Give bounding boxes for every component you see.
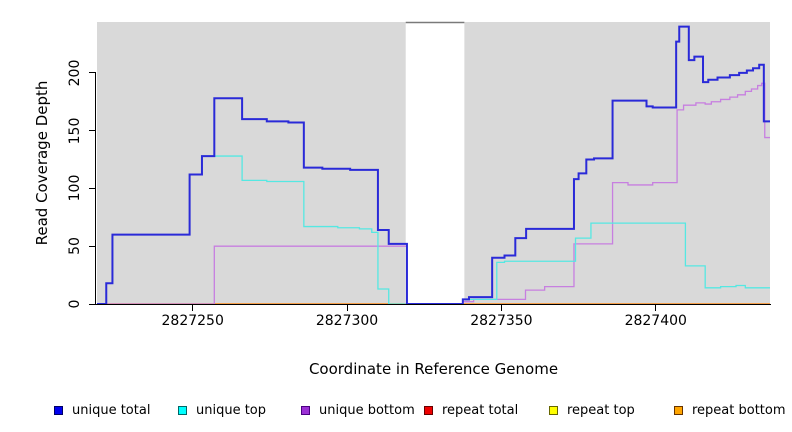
x-tick (655, 305, 657, 311)
x-axis (96, 304, 771, 305)
x-tick (500, 305, 502, 311)
x-axis-title: Coordinate in Reference Genome (308, 360, 559, 378)
y-tick (89, 187, 96, 189)
x-tick (346, 305, 348, 311)
legend-swatch-unique-total-icon (54, 405, 63, 415)
legend-item-unique-bottom: unique bottom (301, 396, 415, 424)
legend-swatch-repeat-total-icon (424, 405, 433, 415)
y-tick-label: 200 (67, 59, 83, 87)
x-tick-label: 2827250 (161, 313, 224, 329)
gap-band (405, 22, 465, 304)
x-tick-label: 2827300 (315, 313, 379, 329)
x-tick-label: 2827400 (624, 313, 687, 329)
legend-item-repeat-top: repeat top (549, 396, 635, 424)
y-tick-label: 100 (67, 175, 83, 202)
legend-label: unique top (196, 402, 267, 418)
legend-swatch-unique-top-icon (178, 405, 187, 415)
legend-label: unique total (72, 402, 151, 418)
y-axis-title: Read Coverage Depth (33, 80, 51, 246)
y-tick (89, 245, 96, 247)
y-tick (89, 72, 96, 74)
x-tick-label: 2827350 (470, 313, 533, 329)
y-tick-label: 150 (67, 117, 83, 144)
legend-label: repeat total (442, 402, 519, 418)
legend-swatch-unique-bottom-icon (301, 405, 310, 415)
legend-item-repeat-bottom: repeat bottom (674, 396, 786, 424)
legend: unique total unique top unique bottom repea… (0, 396, 792, 424)
legend-item-unique-total: unique total (54, 396, 150, 424)
y-tick-label: 0 (67, 299, 83, 309)
x-tick (192, 305, 194, 311)
plot-canvas (97, 21, 770, 305)
y-tick-label: 50 (67, 237, 83, 256)
y-tick (89, 130, 96, 132)
y-tick (89, 303, 96, 305)
legend-label: unique bottom (319, 402, 415, 418)
legend-swatch-repeat-bottom-icon (674, 405, 683, 415)
legend-item-repeat-total: repeat total (424, 396, 518, 424)
legend-item-unique-top: unique top (178, 396, 266, 424)
legend-label: repeat top (567, 402, 635, 418)
plot-area (97, 21, 770, 305)
legend-label: repeat bottom (692, 402, 786, 418)
series-unique-total-line (97, 25, 770, 305)
legend-swatch-repeat-top-icon (549, 405, 558, 415)
